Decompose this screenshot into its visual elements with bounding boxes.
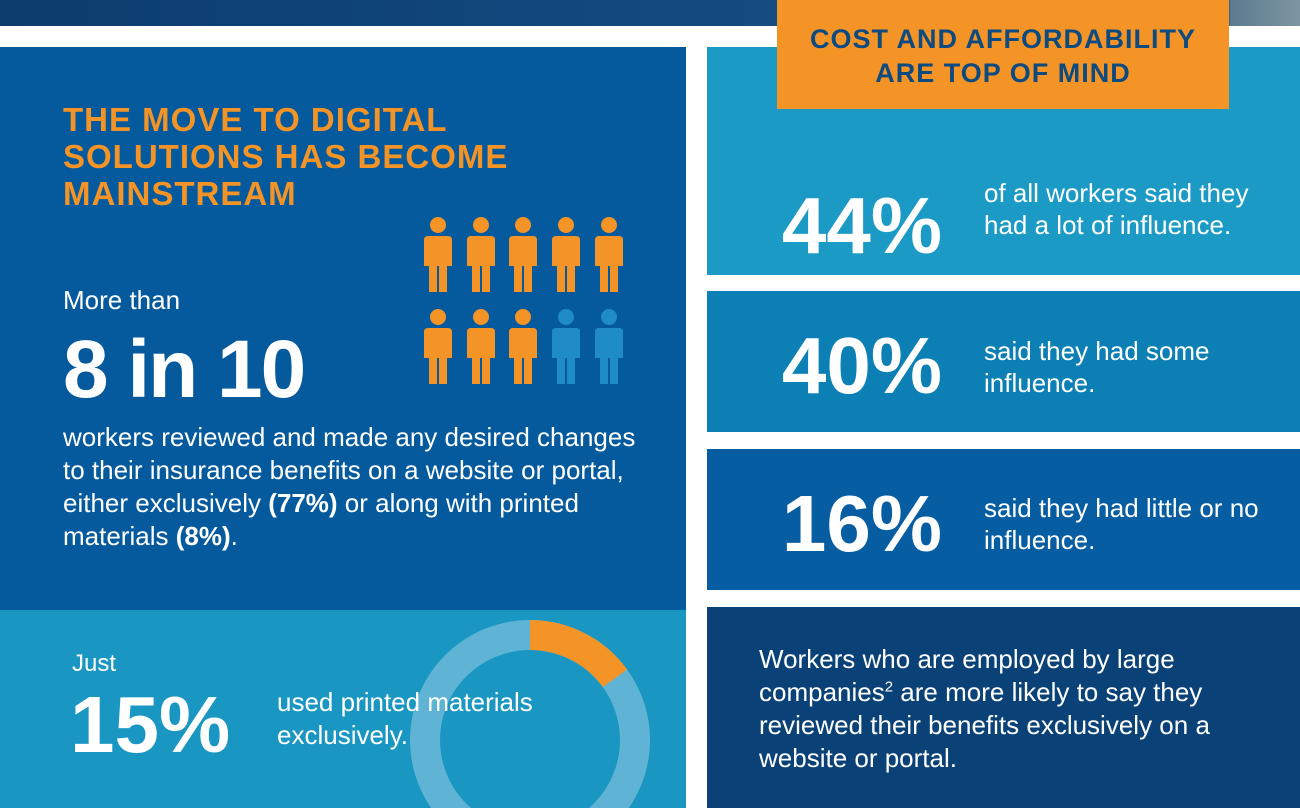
more-than-label: More than xyxy=(63,285,181,315)
stat-value: 16% xyxy=(781,479,942,568)
person-icon xyxy=(467,217,495,292)
donut-chart xyxy=(410,620,650,808)
desc-bold-77: (77%) xyxy=(268,488,338,518)
person-icon xyxy=(595,217,623,292)
printed-description: used printed materials exclusively. xyxy=(277,687,533,750)
desc-text-3: . xyxy=(230,521,238,551)
stat-panel-little-influence: 16% said they had little or no influence… xyxy=(707,449,1300,590)
stat-value: 40% xyxy=(781,321,942,410)
footnote-marker: 2 xyxy=(884,678,894,696)
desc-bold-8: (8%) xyxy=(175,521,231,551)
printed-materials-panel: Just 15% used printed materials exclusiv… xyxy=(0,610,686,808)
person-icon xyxy=(424,309,452,384)
callout-text: COST AND AFFORDABILITY ARE TOP OF MIND xyxy=(810,24,1196,88)
callout-banner: COST AND AFFORDABILITY ARE TOP OF MIND xyxy=(777,0,1229,109)
person-icon xyxy=(509,217,537,292)
desc-text-2: or along with printed materials xyxy=(63,488,579,551)
stat-description: workers reviewed and made any desired ch… xyxy=(63,421,663,553)
large-companies-panel: Workers who are employed by large compan… xyxy=(707,607,1300,808)
desc-text-1: workers reviewed and made any desired ch… xyxy=(63,422,636,518)
donut-highlight-arc xyxy=(529,620,628,688)
printed-stat: 15% xyxy=(70,680,231,769)
stat-panel-some-influence: 40% said they had some influence. xyxy=(707,291,1300,432)
lc-text-1: Workers who are employed by large compan… xyxy=(759,644,1175,707)
person-icon xyxy=(552,309,580,384)
section-heading: THE MOVE TO DIGITAL SOLUTIONS HAS BECOME… xyxy=(63,101,509,212)
rock-image xyxy=(1230,0,1300,26)
person-icon xyxy=(509,309,537,384)
people-pictogram xyxy=(424,217,623,384)
digital-solutions-panel: THE MOVE TO DIGITAL SOLUTIONS HAS BECOME… xyxy=(0,47,686,610)
stat-value: 44% xyxy=(781,181,942,270)
person-icon xyxy=(467,309,495,384)
lc-text-2: are more likely to say they reviewed the… xyxy=(759,677,1210,773)
person-icon xyxy=(552,217,580,292)
big-stat: 8 in 10 xyxy=(63,324,306,415)
person-icon xyxy=(424,217,452,292)
stat-text: of all workers said they had a lot of in… xyxy=(984,178,1249,240)
stat-text: said they had little or no influence. xyxy=(984,493,1259,555)
stat-text: said they had some influence. xyxy=(984,336,1210,398)
just-label: Just xyxy=(72,650,117,677)
large-companies-text: Workers who are employed by large compan… xyxy=(759,643,1259,775)
person-icon xyxy=(595,309,623,384)
